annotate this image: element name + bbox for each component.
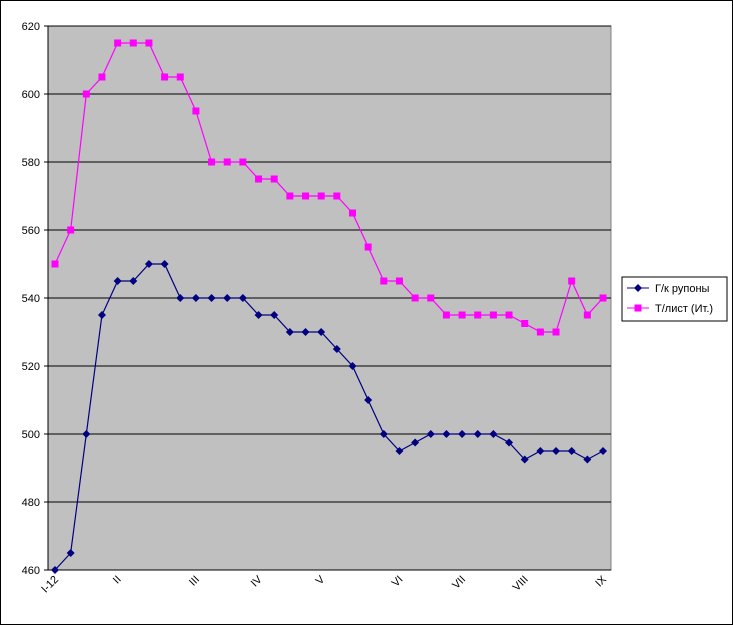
data-point xyxy=(521,320,529,327)
data-point xyxy=(442,430,451,438)
data-point xyxy=(332,345,341,353)
data-point xyxy=(567,447,576,455)
data-point xyxy=(505,438,514,447)
data-point xyxy=(208,158,216,166)
data-point xyxy=(395,447,404,455)
data-point xyxy=(145,39,153,47)
legend-box xyxy=(621,276,728,322)
data-point xyxy=(474,311,482,319)
data-point xyxy=(67,226,75,234)
data-point xyxy=(634,284,642,292)
data-point xyxy=(552,447,561,455)
y-tick-label: 520 xyxy=(22,361,40,373)
data-point xyxy=(634,304,642,312)
data-point xyxy=(285,328,294,336)
data-point xyxy=(255,175,263,183)
data-point xyxy=(129,277,138,285)
data-point xyxy=(66,549,75,557)
y-tick-label: 580 xyxy=(22,157,40,169)
data-point xyxy=(51,566,59,574)
data-point xyxy=(113,277,122,285)
data-point xyxy=(599,294,607,302)
data-point xyxy=(317,328,326,336)
data-point xyxy=(458,311,466,319)
data-point xyxy=(176,294,185,302)
data-point xyxy=(473,430,482,438)
y-tick-label: 480 xyxy=(22,497,40,509)
data-point xyxy=(505,311,513,319)
data-point xyxy=(583,455,592,464)
data-point xyxy=(270,175,278,183)
data-point xyxy=(583,311,591,319)
data-point xyxy=(176,73,184,81)
y-tick-label: 500 xyxy=(22,429,40,441)
data-point xyxy=(238,294,247,302)
data-point xyxy=(489,311,497,319)
y-tick-label: 620 xyxy=(22,21,40,33)
data-point xyxy=(568,277,576,285)
data-point xyxy=(286,192,294,200)
data-point xyxy=(129,39,137,47)
data-point xyxy=(333,192,341,200)
data-point xyxy=(114,39,122,47)
data-point xyxy=(51,260,59,268)
data-point xyxy=(442,311,450,319)
data-point xyxy=(599,447,607,455)
series-line xyxy=(54,263,604,571)
data-point xyxy=(489,430,498,438)
data-point xyxy=(144,260,153,268)
series xyxy=(51,39,607,336)
data-point xyxy=(223,158,231,166)
series xyxy=(51,260,607,574)
data-point xyxy=(161,73,169,81)
data-point xyxy=(536,447,545,455)
data-point xyxy=(348,209,356,217)
y-tick-label: 460 xyxy=(22,565,40,577)
data-point xyxy=(82,90,90,98)
data-point xyxy=(160,260,169,268)
data-point xyxy=(302,192,310,200)
data-point xyxy=(536,328,544,336)
y-tick-label: 560 xyxy=(22,225,40,237)
data-point xyxy=(348,362,357,370)
data-point xyxy=(192,107,200,115)
data-point xyxy=(520,455,529,464)
data-point xyxy=(364,396,373,404)
data-point xyxy=(98,73,106,81)
legend-label: Т/лист (Ит.) xyxy=(655,303,713,315)
data-point xyxy=(427,294,435,302)
data-point xyxy=(552,328,560,336)
data-point xyxy=(97,311,106,319)
data-point xyxy=(395,277,403,285)
data-point xyxy=(82,430,91,438)
data-point xyxy=(380,277,388,285)
data-point xyxy=(379,430,388,438)
data-point xyxy=(191,294,200,302)
data-point xyxy=(207,294,216,302)
data-point xyxy=(239,158,247,166)
y-tick-label: 540 xyxy=(22,293,40,305)
data-point xyxy=(223,294,232,302)
data-point xyxy=(364,243,372,251)
data-point xyxy=(411,294,419,302)
data-point xyxy=(426,430,435,438)
data-point xyxy=(270,311,279,319)
data-point xyxy=(317,192,325,200)
data-point xyxy=(254,311,263,319)
y-tick-label: 600 xyxy=(22,89,40,101)
data-point xyxy=(301,328,310,336)
data-point xyxy=(458,430,467,438)
data-point xyxy=(411,438,420,447)
legend: Г/к рупоны Т/лист (Ит.) xyxy=(621,276,728,322)
legend-label: Г/к рупоны xyxy=(655,283,710,295)
